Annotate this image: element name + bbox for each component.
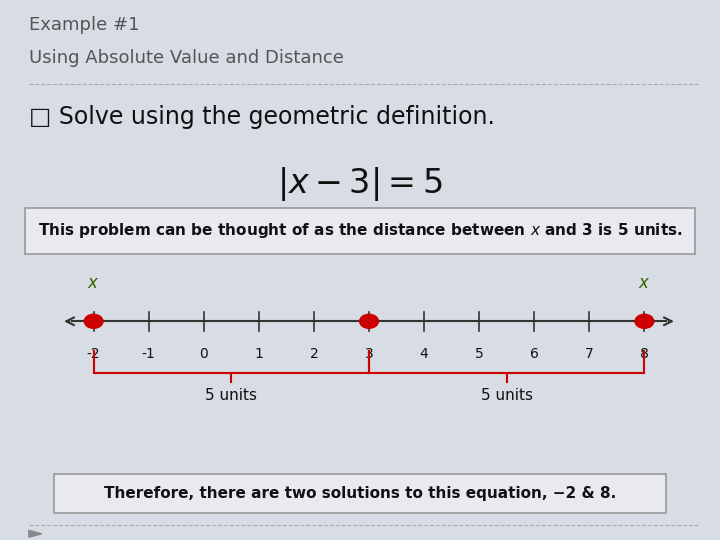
Text: 7: 7 <box>585 347 594 361</box>
Text: 8: 8 <box>640 347 649 361</box>
Text: □ Solve using the geometric definition.: □ Solve using the geometric definition. <box>29 105 495 129</box>
Text: $x$: $x$ <box>638 274 651 292</box>
Text: 4: 4 <box>420 347 428 361</box>
FancyBboxPatch shape <box>25 208 695 254</box>
Circle shape <box>84 314 103 328</box>
Polygon shape <box>29 530 42 537</box>
Text: 5 units: 5 units <box>205 388 257 403</box>
Text: -1: -1 <box>142 347 156 361</box>
Text: 0: 0 <box>199 347 208 361</box>
Text: 2: 2 <box>310 347 318 361</box>
Text: 5: 5 <box>474 347 484 361</box>
Text: Using Absolute Value and Distance: Using Absolute Value and Distance <box>29 49 343 66</box>
Circle shape <box>635 314 654 328</box>
Text: 3: 3 <box>364 347 374 361</box>
FancyBboxPatch shape <box>54 474 666 513</box>
Text: 1: 1 <box>254 347 264 361</box>
Text: 6: 6 <box>530 347 539 361</box>
Text: 5 units: 5 units <box>481 388 533 403</box>
Circle shape <box>359 314 379 328</box>
Text: $x$: $x$ <box>87 274 100 292</box>
Text: Example #1: Example #1 <box>29 16 139 34</box>
Text: This problem can be thought of as the distance between $x$ and 3 is 5 units.: This problem can be thought of as the di… <box>37 221 683 240</box>
Text: $|x-3|=5$: $|x-3|=5$ <box>277 165 443 202</box>
Text: -2: -2 <box>87 347 100 361</box>
Text: Therefore, there are two solutions to this equation, −2 & 8.: Therefore, there are two solutions to th… <box>104 486 616 501</box>
